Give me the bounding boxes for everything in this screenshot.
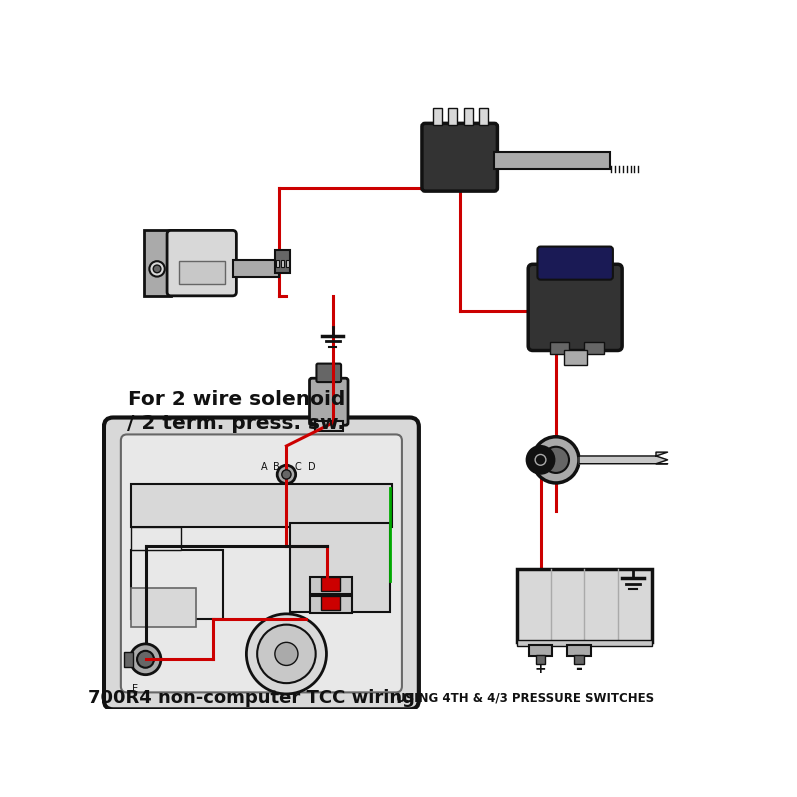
Circle shape: [153, 265, 161, 273]
Bar: [275, 249, 290, 273]
Bar: [464, 108, 473, 125]
Bar: [563, 350, 587, 365]
Bar: [479, 108, 488, 125]
Bar: [144, 230, 171, 296]
Text: +: +: [535, 662, 546, 677]
FancyBboxPatch shape: [104, 418, 419, 709]
Text: -: -: [575, 660, 583, 678]
FancyBboxPatch shape: [537, 246, 613, 280]
Bar: [131, 550, 223, 619]
Circle shape: [282, 470, 291, 479]
Bar: [494, 152, 610, 169]
Circle shape: [246, 614, 327, 694]
Text: 700R4 non-computer TCC wiring: 700R4 non-computer TCC wiring: [88, 689, 415, 707]
Bar: [277, 260, 280, 267]
Bar: [584, 342, 603, 354]
Bar: [321, 577, 340, 591]
Circle shape: [130, 644, 161, 675]
Bar: [285, 260, 289, 267]
Bar: [131, 527, 181, 550]
Circle shape: [543, 447, 569, 473]
FancyBboxPatch shape: [528, 265, 622, 351]
Bar: [448, 108, 457, 125]
Bar: [233, 260, 279, 277]
Circle shape: [137, 651, 154, 668]
FancyBboxPatch shape: [422, 124, 497, 191]
Bar: [529, 646, 552, 656]
Bar: [321, 596, 340, 610]
FancyBboxPatch shape: [167, 230, 237, 296]
Bar: [433, 108, 442, 125]
Bar: [575, 654, 583, 664]
Circle shape: [275, 642, 298, 665]
Text: E: E: [132, 684, 138, 693]
Bar: [124, 652, 133, 667]
Bar: [131, 588, 196, 627]
Circle shape: [149, 261, 165, 277]
Polygon shape: [579, 452, 668, 464]
FancyBboxPatch shape: [316, 363, 341, 382]
Circle shape: [277, 465, 296, 484]
Bar: [290, 523, 391, 611]
Text: D: D: [308, 461, 316, 472]
Text: B: B: [273, 461, 280, 472]
Bar: [517, 569, 652, 642]
Text: A: A: [261, 461, 268, 472]
Text: For 2 wire solenoid
/ 2 term. press. sw.: For 2 wire solenoid / 2 term. press. sw.: [128, 390, 345, 433]
Circle shape: [257, 625, 316, 683]
Bar: [550, 342, 569, 354]
Bar: [309, 577, 351, 594]
Bar: [567, 646, 591, 656]
Circle shape: [527, 446, 555, 473]
Text: USING 4TH & 4/3 PRESSURE SWITCHES: USING 4TH & 4/3 PRESSURE SWITCHES: [396, 691, 654, 705]
Bar: [315, 422, 343, 430]
Bar: [131, 485, 392, 527]
Bar: [179, 261, 225, 285]
Circle shape: [533, 437, 579, 483]
FancyBboxPatch shape: [121, 434, 402, 693]
Bar: [309, 596, 351, 613]
Bar: [281, 260, 284, 267]
Bar: [517, 640, 652, 646]
FancyBboxPatch shape: [309, 379, 348, 426]
Text: C: C: [295, 461, 301, 472]
Bar: [536, 654, 545, 664]
